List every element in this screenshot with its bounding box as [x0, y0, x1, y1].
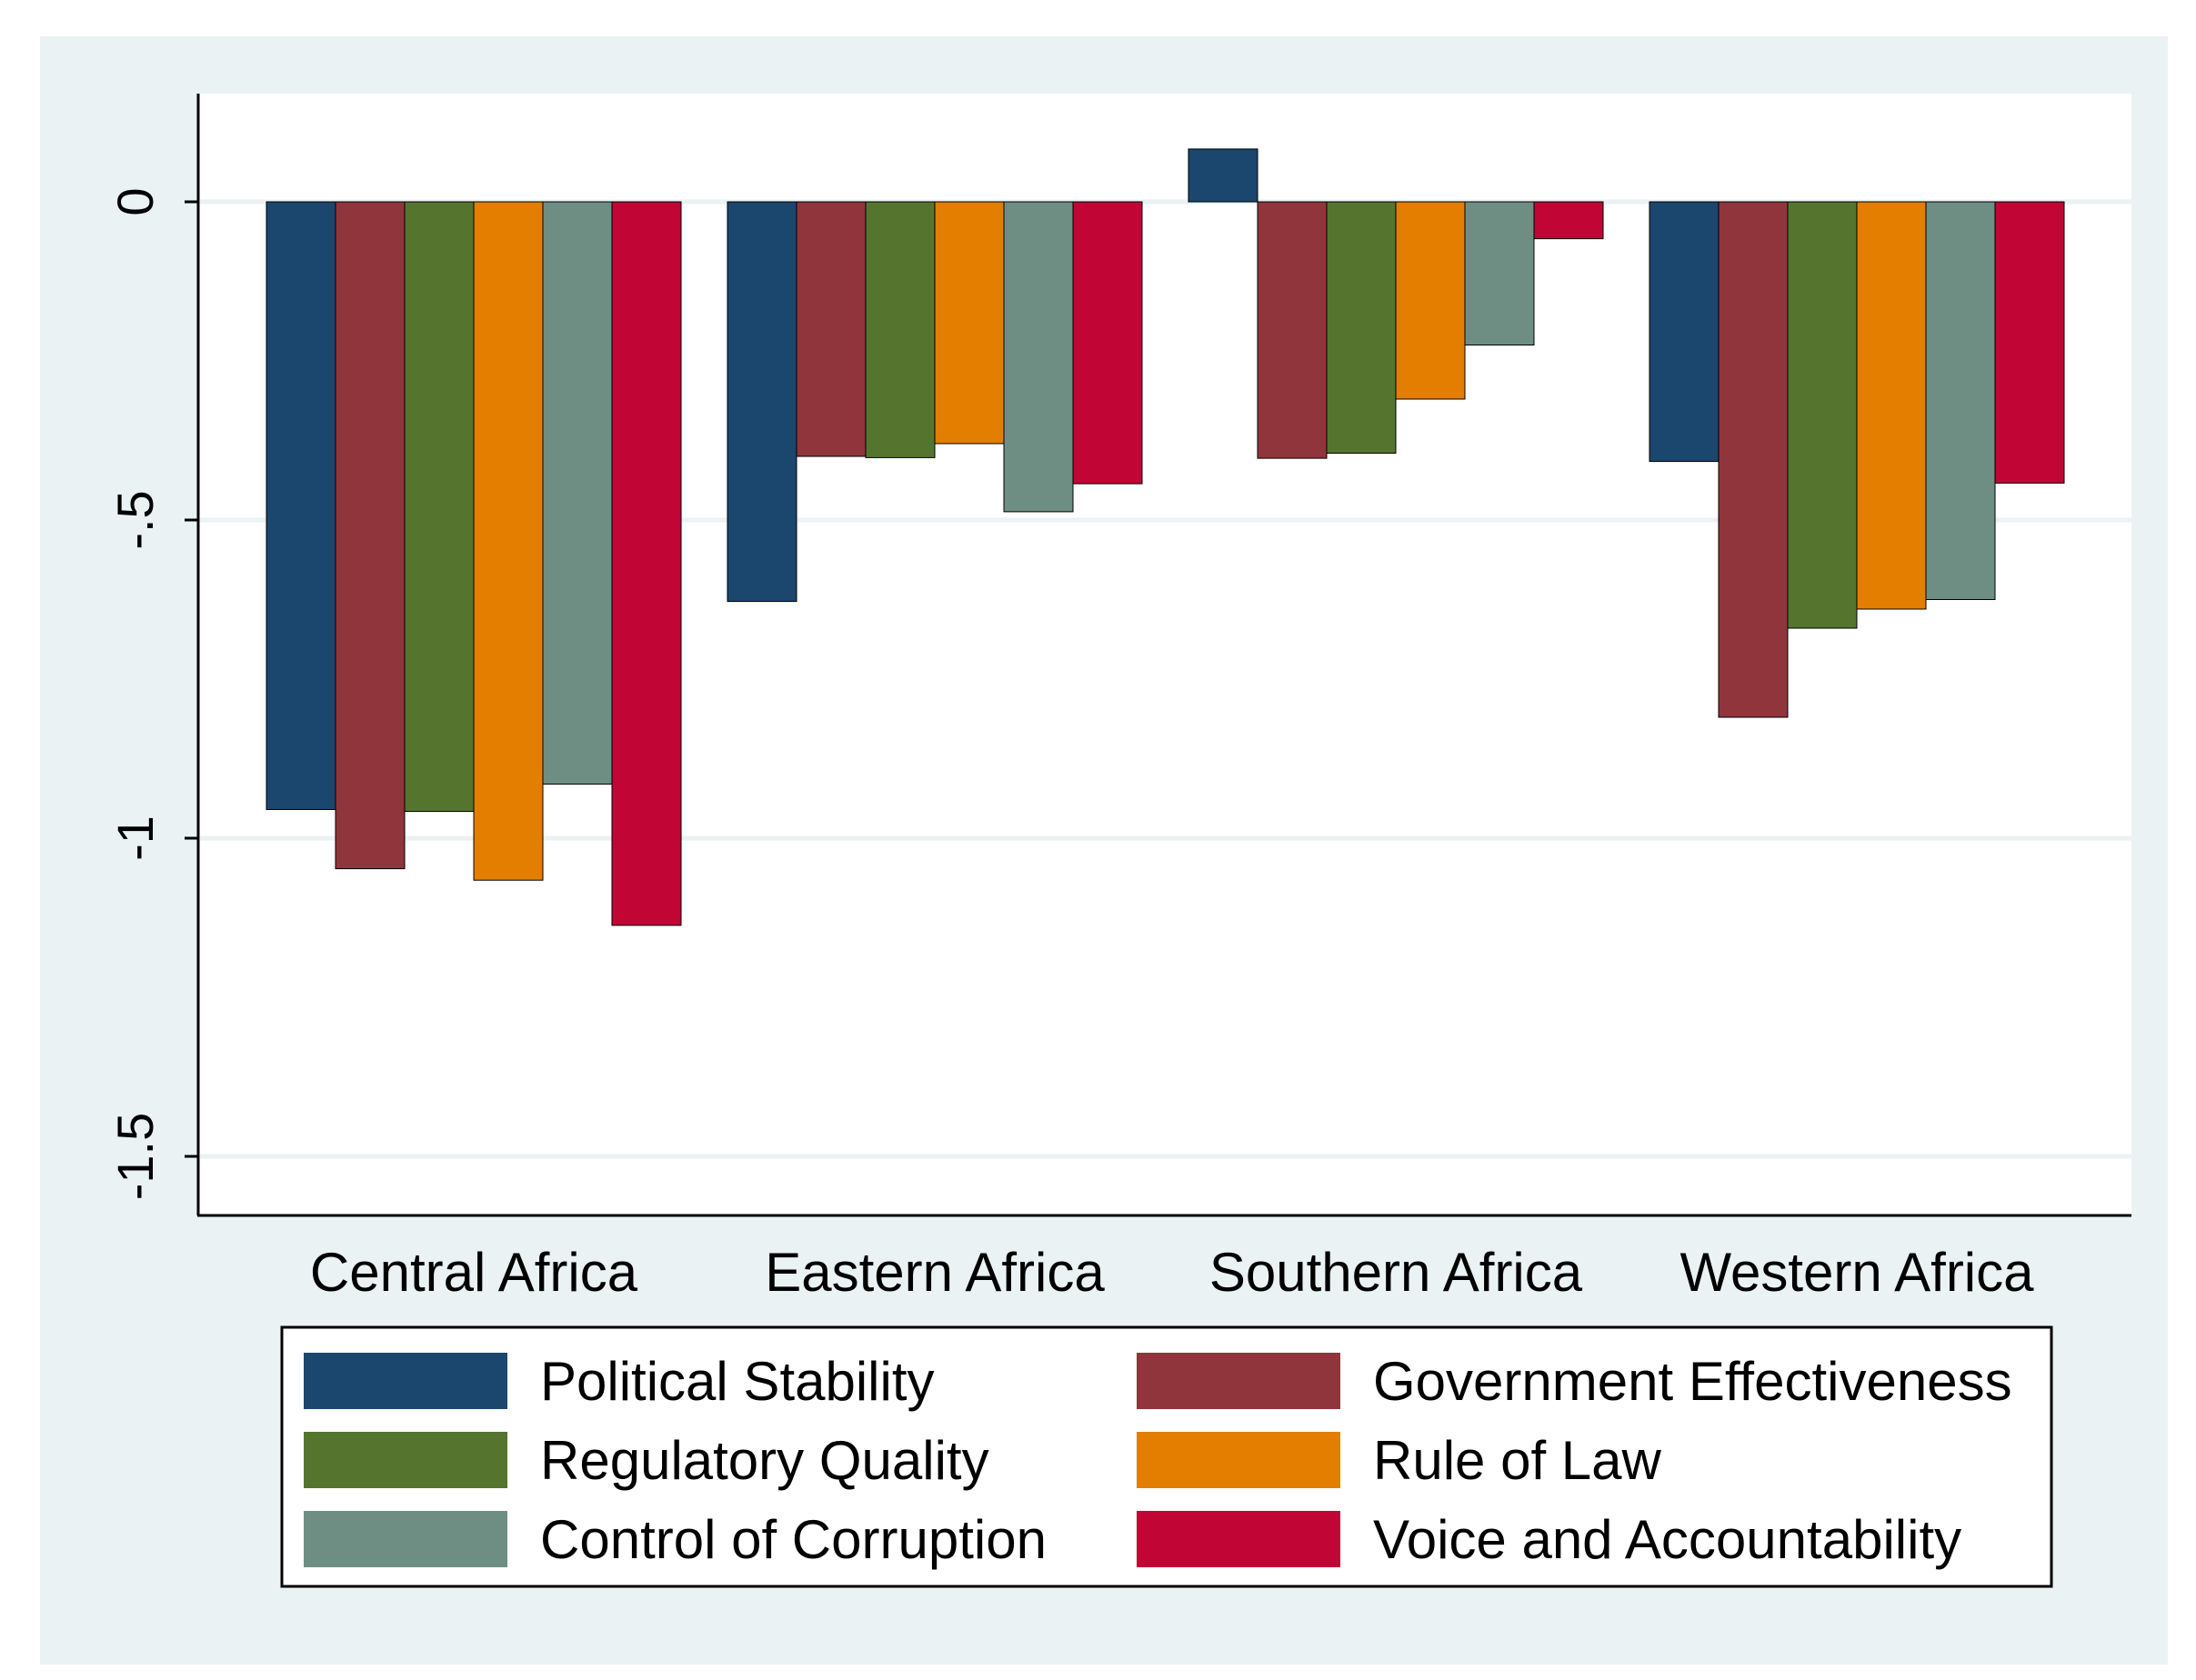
legend-label-control-of-corruption: Control of Corruption: [540, 1509, 1047, 1570]
x-label-eastern-africa: Eastern Africa: [765, 1242, 1105, 1303]
y-axis-ticks: 0 -.5 -1 -1.5: [106, 187, 198, 1200]
bar-central-africa-regulatory-quality: [404, 201, 475, 813]
bar-western-africa-government-effectiveness: [1718, 201, 1789, 718]
y-tick-label-3: -1.5: [106, 1113, 164, 1201]
bars: [266, 148, 2065, 926]
legend-swatch-regulatory-quality: [304, 1432, 507, 1488]
legend-swatch-government-effectiveness: [1137, 1353, 1340, 1409]
bar-central-africa-political-stability: [266, 201, 336, 810]
bar-western-africa-political-stability: [1649, 201, 1720, 463]
bar-western-africa-regulatory-quality: [1787, 201, 1858, 629]
legend-swatch-rule-of-law: [1137, 1432, 1340, 1488]
bar-central-africa-government-effectiveness: [335, 201, 406, 870]
legend-label-regulatory-quality: Regulatory Quality: [540, 1430, 989, 1491]
legend-swatch-control-of-corruption: [304, 1511, 507, 1567]
legend-label-voice-and-accountability: Voice and Accountability: [1373, 1509, 1961, 1570]
y-tick-label-0: 0: [106, 187, 164, 215]
x-axis-labels: Central Africa Eastern Africa Southern Afr…: [310, 1242, 2034, 1303]
bar-eastern-africa-voice-and-accountability: [1072, 201, 1143, 485]
bar-southern-africa-voice-and-accountability: [1533, 201, 1604, 240]
bar-southern-africa-rule-of-law: [1395, 201, 1466, 400]
bar-eastern-africa-rule-of-law: [934, 201, 1005, 445]
bar-southern-africa-control-of-corruption: [1464, 201, 1535, 345]
x-label-western-africa: Western Africa: [1680, 1242, 2034, 1303]
legend-swatch-political-stability: [304, 1353, 507, 1409]
x-label-central-africa: Central Africa: [310, 1242, 638, 1303]
bar-central-africa-control-of-corruption: [542, 201, 613, 785]
bar-southern-africa-political-stability: [1188, 148, 1258, 203]
legend: Political Stability Government Effectiven…: [280, 1325, 2053, 1588]
bar-central-africa-voice-and-accountability: [611, 201, 682, 926]
legend-label-political-stability: Political Stability: [540, 1351, 935, 1412]
y-tick-label-1: -.5: [106, 490, 164, 549]
bar-southern-africa-regulatory-quality: [1326, 201, 1397, 454]
legend-label-government-effectiveness: Government Effectiveness: [1373, 1351, 2012, 1412]
legend-swatch-voice-and-accountability: [1137, 1511, 1340, 1567]
bar-western-africa-control-of-corruption: [1925, 201, 1996, 600]
bar-eastern-africa-control-of-corruption: [1003, 201, 1074, 513]
bar-central-africa-rule-of-law: [473, 201, 544, 881]
y-tick-label-2: -1: [106, 815, 164, 861]
bar-western-africa-voice-and-accountability: [1994, 201, 2065, 484]
bar-eastern-africa-regulatory-quality: [865, 201, 936, 458]
bar-eastern-africa-political-stability: [727, 201, 797, 603]
bar-southern-africa-government-effectiveness: [1257, 201, 1328, 459]
bar-western-africa-rule-of-law: [1856, 201, 1927, 610]
bar-eastern-africa-government-effectiveness: [796, 201, 867, 457]
legend-label-rule-of-law: Rule of Law: [1373, 1430, 1662, 1491]
x-label-southern-africa: Southern Africa: [1209, 1242, 1583, 1303]
